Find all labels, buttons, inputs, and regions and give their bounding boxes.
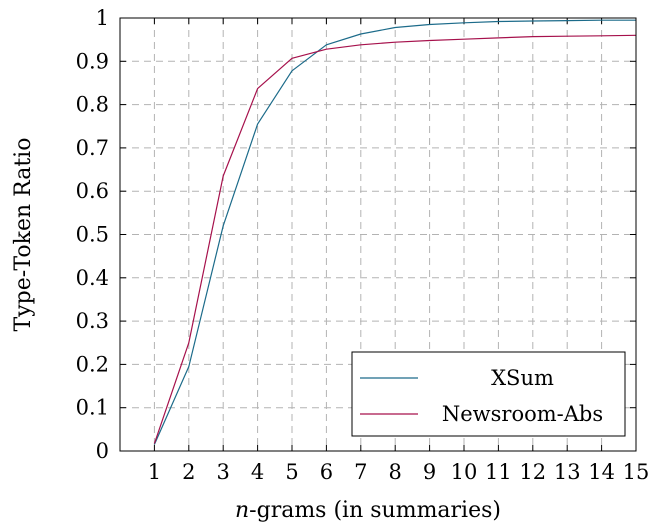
legend-label-newsroom-abs: Newsroom-Abs (442, 402, 603, 426)
y-tick-label-0-5: 0.5 (76, 223, 109, 247)
x-tick-label-15: 15 (623, 460, 650, 484)
x-tick-label-13: 13 (554, 460, 581, 484)
y-tick-label-0-1: 0.1 (76, 396, 109, 420)
x-tick-label-11: 11 (485, 460, 512, 484)
y-tick-label-0-3: 0.3 (76, 309, 109, 333)
plot-frame (119, 17, 637, 452)
y-tick-label-0-9: 0.9 (76, 49, 109, 73)
legend-label-xsum: XSum (491, 366, 554, 390)
x-tick-label-7: 7 (354, 460, 367, 484)
x-tick-label-10: 10 (451, 460, 478, 484)
y-tick-label-0-6: 0.6 (76, 179, 109, 203)
x-tick-label-5: 5 (285, 460, 298, 484)
y-axis-ticks: 0 0.1 0.2 0.3 0.4 0.5 0.6 0.7 0.8 0.9 1 (76, 6, 636, 463)
x-tick-label-14: 14 (588, 460, 615, 484)
x-tick-label-9: 9 (423, 460, 436, 484)
x-tick-label-6: 6 (320, 460, 333, 484)
y-tick-label-0-2: 0.2 (76, 352, 109, 376)
x-tick-label-1: 1 (148, 460, 161, 484)
series-layer (153, 19, 637, 445)
legend-box (351, 351, 626, 437)
series-line-newsroom-abs (153, 34, 637, 444)
x-axis-label-variable: n (235, 498, 249, 523)
y-tick-label-0-8: 0.8 (76, 93, 109, 117)
y-tick-label-0-4: 0.4 (76, 266, 109, 290)
x-axis-label-text: -grams (in summaries) (249, 498, 501, 523)
legend: XSum Newsroom-Abs (351, 351, 626, 437)
x-axis-ticks: 1 2 3 4 5 6 7 8 9 10 11 12 13 14 15 (148, 18, 650, 484)
y-axis-label: Type-Token Ratio (11, 138, 36, 332)
x-axis-label: n-grams (in summaries) (235, 498, 501, 523)
y-tick-label-0-7: 0.7 (76, 136, 109, 160)
x-tick-label-12: 12 (519, 460, 546, 484)
x-tick-label-2: 2 (182, 460, 195, 484)
x-tick-label-3: 3 (217, 460, 230, 484)
series-line-xsum (153, 19, 636, 445)
y-tick-label-1: 1 (96, 6, 109, 30)
y-tick-label-0: 0 (96, 439, 109, 463)
x-tick-label-8: 8 (389, 460, 402, 484)
x-tick-label-4: 4 (251, 460, 264, 484)
